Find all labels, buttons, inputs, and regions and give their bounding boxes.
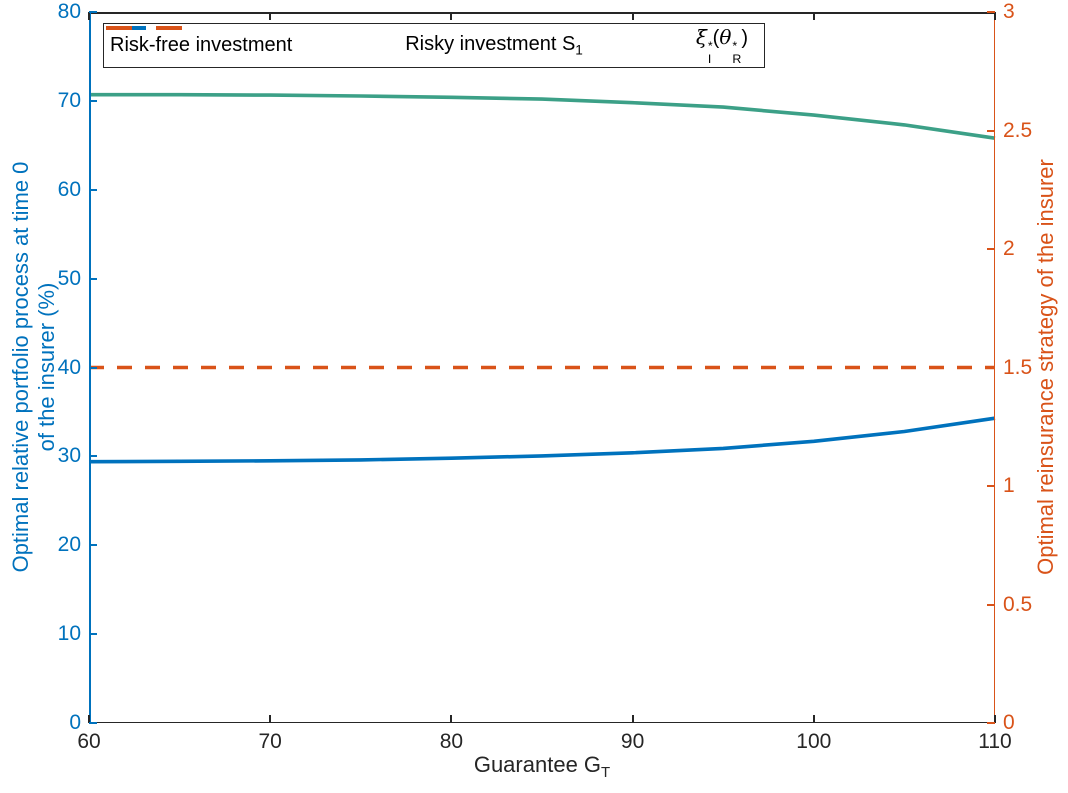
left-y-tick: [89, 722, 97, 724]
right-y-tick-label: 1: [1003, 474, 1015, 497]
x-axis-label: Guarantee GT: [474, 752, 610, 781]
x-tick-label: 100: [796, 730, 832, 753]
text-segment: Guarantee G: [473, 752, 602, 777]
left-y-tick: [89, 11, 97, 13]
left-y-tick-label: 40: [57, 355, 81, 379]
subscript: 1: [575, 42, 583, 58]
greek-symbol: θ: [719, 24, 732, 49]
subscript: T: [601, 763, 611, 781]
x-tick-label: 90: [620, 730, 645, 753]
right-y-tick: [987, 603, 995, 606]
right-y-tick: [987, 722, 995, 724]
x-tick-top: [269, 12, 272, 20]
top-spine: [89, 12, 995, 14]
x-tick-top: [450, 12, 453, 20]
right-y-tick-label: 3: [1003, 0, 1015, 23]
text-segment: ): [741, 26, 748, 49]
right-y-tick: [987, 129, 995, 132]
x-tick: [450, 715, 453, 723]
right-y-tick: [987, 485, 995, 487]
legend-label: Risky investment S1: [405, 33, 583, 57]
x-tick-top: [631, 12, 634, 20]
legend-line-sample: [106, 26, 182, 30]
right-y-tick-label: 1.5: [1003, 355, 1033, 379]
legend-entry-reinsurance-strategy: ξ * I (θ * R): [106, 25, 748, 66]
left-y-tick-label: 50: [57, 266, 81, 290]
text-segment: (: [712, 26, 720, 49]
left-y-tick-label: 60: [57, 177, 81, 201]
right-y-tick-label: 0.5: [1003, 592, 1033, 616]
x-tick: [88, 715, 90, 723]
chart-canvas: [88, 92, 996, 464]
left-y-tick: [89, 277, 97, 280]
right-y-tick: [987, 366, 995, 369]
legend-label: Risk-free investment: [110, 34, 292, 57]
series-line-2: [88, 416, 996, 464]
legend-entry-risk-free-investment: Risk-free investment: [106, 26, 292, 57]
x-tick: [812, 715, 815, 723]
text-segment: Risky investment S: [405, 33, 576, 56]
legend-entry-risky-investment: Risky investment S1: [106, 26, 583, 58]
left-y-tick: [89, 99, 97, 102]
right-y-tick: [987, 248, 995, 250]
left-y-tick-label: 30: [57, 444, 81, 468]
greek-symbol: ξ: [695, 24, 707, 49]
x-tick: [269, 715, 272, 723]
left-y-tick: [89, 188, 97, 191]
x-tick-top: [88, 12, 90, 20]
left-y-tick: [89, 633, 97, 636]
plot-area: Risk-free investment Risky investment S1 ξ…: [88, 11, 996, 724]
sup-sub-stack: * I: [707, 39, 713, 67]
x-tick-label: 80: [439, 730, 464, 753]
x-tick-top: [812, 12, 815, 20]
left-y-tick-label: 20: [57, 533, 81, 557]
right-y-tick-label: 2.5: [1003, 118, 1033, 142]
text-segment: Risk-free investment: [110, 34, 293, 56]
legend-label: ξ * I (θ * R): [696, 25, 748, 66]
legend: Risk-free investment Risky investment S1 ξ…: [103, 23, 765, 68]
left-y-tick-label: 80: [57, 0, 81, 23]
left-y-tick: [89, 455, 97, 458]
x-tick-top: [994, 12, 996, 20]
left-y-tick-label: 10: [57, 622, 81, 646]
sup-sub-stack: * R: [732, 39, 742, 67]
left-y-tick: [89, 544, 97, 547]
series-line-1: [89, 92, 996, 140]
x-tick-label: 70: [258, 730, 282, 753]
x-tick-label: 110: [978, 730, 1012, 753]
left-y-tick-label: 70: [57, 88, 81, 112]
left-y-tick: [89, 366, 97, 369]
x-tick: [994, 715, 996, 723]
bottom-spine: [89, 721, 995, 723]
x-tick: [631, 715, 634, 723]
left-y-tick-label: 0: [69, 711, 81, 734]
right-y-tick-label: 2: [1003, 237, 1015, 260]
right-y-tick: [987, 11, 995, 13]
right-y-tick-label: 0: [1003, 711, 1015, 734]
x-tick-label: 60: [77, 730, 101, 753]
